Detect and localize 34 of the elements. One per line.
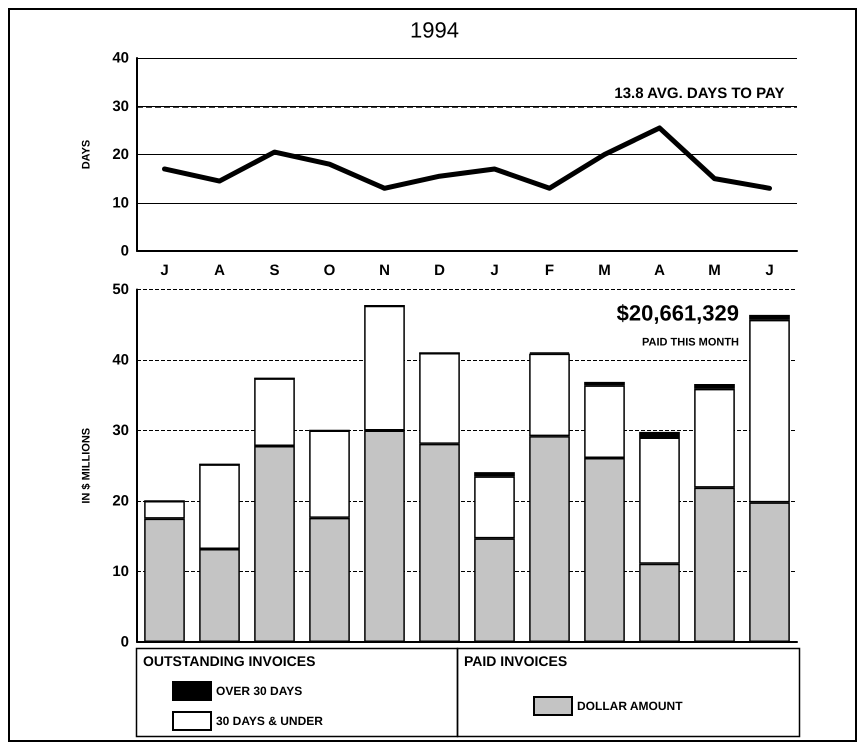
- y-tick-label: 30: [112, 422, 129, 439]
- annotation: PAID THIS MONTH: [642, 336, 740, 348]
- x-tick-label: A: [214, 262, 226, 279]
- x-tick-label: A: [654, 262, 666, 279]
- y-tick-label: 40: [112, 352, 129, 368]
- y-tick-label: 10: [112, 194, 129, 212]
- x-tick-label: O: [324, 262, 336, 279]
- x-tick-label: J: [160, 262, 169, 279]
- legend-label: 30 DAYS & UNDER: [216, 714, 324, 728]
- y-tick-label: 20: [112, 146, 129, 163]
- y-tick-label: 50: [112, 281, 129, 298]
- x-tick-label: F: [544, 262, 554, 279]
- legend-label: DOLLAR AMOUNT: [577, 699, 684, 713]
- annotation: 13.8 AVG. DAYS TO PAY: [614, 85, 784, 102]
- x-tick-label: J: [765, 262, 774, 279]
- x-tick-label: N: [379, 262, 390, 279]
- y-axis-title: IN $ MILLIONS: [80, 428, 92, 504]
- legend-label: OVER 30 DAYS: [216, 684, 302, 698]
- x-tick-label: M: [598, 262, 611, 279]
- x-tick-label: D: [434, 262, 446, 279]
- y-tick-label: 30: [112, 98, 129, 115]
- y-tick-label: 40: [112, 50, 129, 66]
- y-tick-label: 0: [120, 242, 129, 260]
- y-tick-label: 20: [112, 492, 129, 510]
- text: OUTSTANDING INVOICES: [143, 653, 316, 669]
- y-tick-label: 10: [112, 563, 129, 580]
- annotation: $20,661,329: [616, 300, 739, 326]
- y-tick-label: 0: [120, 634, 129, 650]
- x-tick-label: S: [269, 262, 280, 279]
- y-axis-title: DAYS: [80, 140, 92, 170]
- chart-title: 1994: [410, 18, 459, 42]
- x-tick-label: J: [490, 262, 499, 279]
- x-tick-label: M: [708, 262, 721, 279]
- text: PAID INVOICES: [464, 653, 568, 669]
